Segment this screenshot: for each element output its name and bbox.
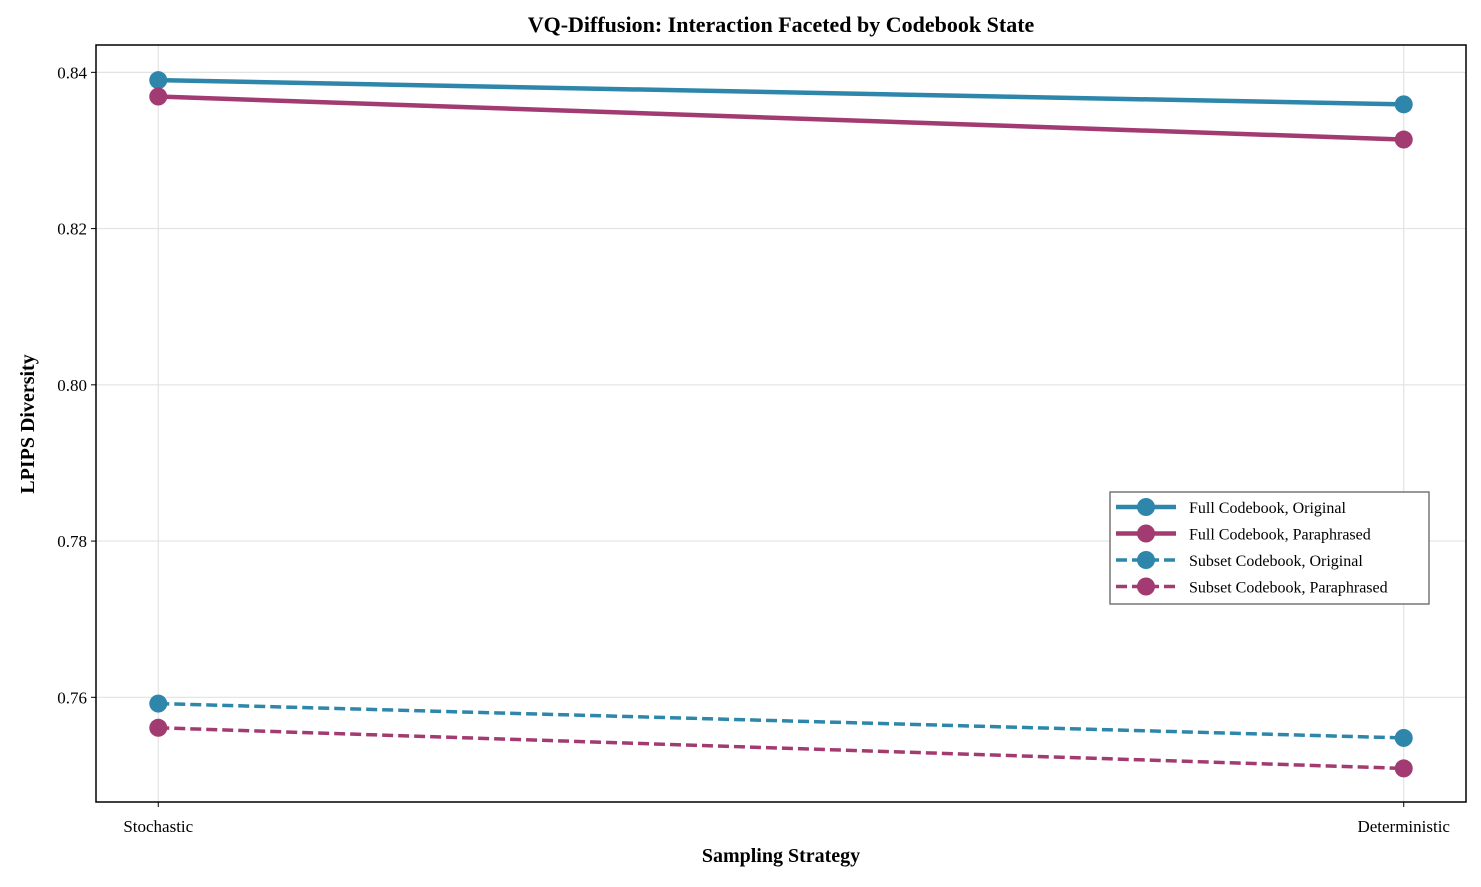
y-tick-label: 0.76 [57,688,87,707]
series-line [158,94,1404,142]
y-tick-label: 0.84 [57,63,87,82]
chart-title: VQ-Diffusion: Interaction Faceted by Cod… [528,12,1035,37]
legend-label: Subset Codebook, Original [1189,553,1363,570]
legend-marker [1137,551,1155,569]
y-tick-label: 0.80 [57,376,87,395]
x-axis-label: Sampling Strategy [702,845,860,867]
plot-frame [95,44,1467,803]
x-axis: Stochastic Deterministic [123,802,1450,836]
y-axis: 0.76 0.78 0.80 0.82 0.84 [57,63,96,707]
series-line [158,77,1404,107]
data-point [149,718,168,737]
data-point [149,87,168,106]
legend-marker [1137,498,1155,516]
legend-label: Subset Codebook, Paraphrased [1189,580,1388,597]
y-tick-label: 0.82 [57,220,87,239]
data-point [149,71,168,90]
data-point [1394,130,1413,149]
y-axis-label: LPIPS Diversity [17,354,39,493]
legend-box [1109,491,1430,605]
data-point [1394,759,1413,778]
data-point [1394,728,1413,747]
legend-label: Full Codebook, Original [1189,500,1346,517]
legend-label: Full Codebook, Paraphrased [1189,527,1371,544]
x-tick-label: Stochastic [123,817,193,836]
data-point [149,694,168,713]
grid [96,45,1466,802]
legend-marker [1137,524,1155,543]
series-lines [149,71,1413,778]
y-tick-label: 0.78 [57,532,87,551]
legend-marker [1137,577,1155,596]
data-point [1394,95,1413,114]
legend: Full Codebook, Original Full Codebook, Pa… [1109,491,1430,605]
x-tick-label: Deterministic [1357,817,1450,836]
